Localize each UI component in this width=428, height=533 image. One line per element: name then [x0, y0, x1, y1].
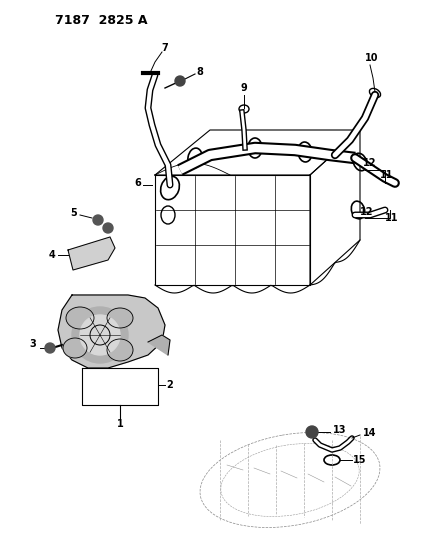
Text: 7187  2825 A: 7187 2825 A: [55, 14, 148, 27]
Text: 11: 11: [385, 213, 399, 223]
Polygon shape: [68, 237, 115, 270]
Ellipse shape: [107, 339, 133, 361]
Text: 8: 8: [196, 67, 203, 77]
Text: 15: 15: [353, 455, 367, 465]
Text: 4: 4: [49, 250, 55, 260]
Ellipse shape: [63, 338, 87, 358]
Text: 1: 1: [116, 419, 123, 429]
Text: 12: 12: [363, 158, 377, 168]
Polygon shape: [58, 295, 165, 368]
Circle shape: [306, 426, 318, 438]
Text: 13: 13: [333, 425, 347, 435]
Polygon shape: [148, 335, 170, 355]
Text: 10: 10: [365, 53, 379, 63]
Text: 7: 7: [162, 43, 168, 53]
Text: 5: 5: [71, 208, 77, 218]
Circle shape: [93, 215, 103, 225]
Text: 2: 2: [166, 380, 173, 390]
Circle shape: [175, 76, 185, 86]
Circle shape: [72, 307, 128, 363]
Circle shape: [45, 343, 55, 353]
Text: 6: 6: [135, 178, 141, 188]
Text: 3: 3: [30, 339, 36, 349]
Circle shape: [80, 315, 120, 355]
Circle shape: [103, 223, 113, 233]
Text: 11: 11: [380, 170, 394, 180]
Ellipse shape: [107, 308, 133, 328]
Text: 12: 12: [360, 207, 374, 217]
Text: 14: 14: [363, 428, 377, 438]
Text: 9: 9: [241, 83, 247, 93]
Ellipse shape: [66, 307, 94, 329]
